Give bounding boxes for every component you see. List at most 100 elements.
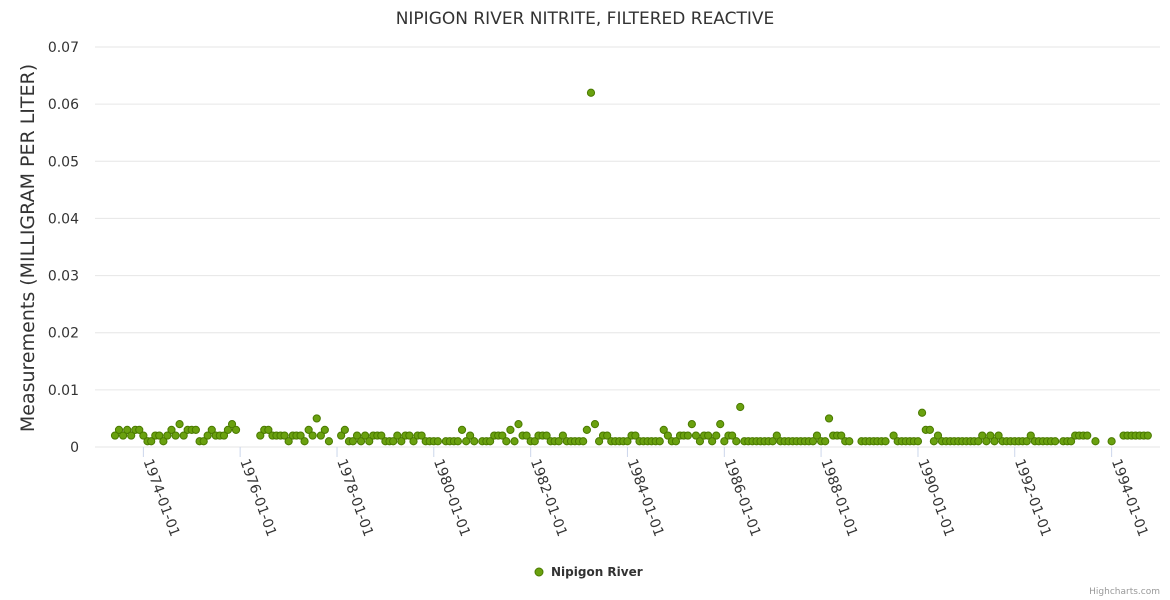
data-point[interactable] <box>716 420 725 429</box>
data-point[interactable] <box>594 437 604 446</box>
data-point[interactable] <box>812 431 822 440</box>
data-point[interactable] <box>393 431 402 440</box>
data-point[interactable] <box>147 437 156 446</box>
data-points[interactable] <box>110 88 1152 446</box>
data-point[interactable] <box>361 431 370 440</box>
data-point[interactable] <box>320 425 329 434</box>
data-point[interactable] <box>990 437 999 446</box>
data-point[interactable] <box>732 437 741 446</box>
data-point[interactable] <box>284 437 293 446</box>
data-point[interactable] <box>199 437 208 446</box>
data-point[interactable] <box>691 431 701 440</box>
data-point[interactable] <box>356 437 366 446</box>
data-point[interactable] <box>337 431 346 440</box>
data-point[interactable] <box>704 431 713 440</box>
data-point[interactable] <box>554 437 563 446</box>
data-point[interactable] <box>929 437 938 446</box>
data-point[interactable] <box>1066 437 1076 446</box>
data-point[interactable] <box>498 431 507 440</box>
data-point[interactable] <box>179 431 188 440</box>
data-point[interactable] <box>994 431 1003 440</box>
data-point[interactable] <box>433 437 442 446</box>
data-point[interactable] <box>409 437 418 446</box>
data-point[interactable] <box>405 431 414 440</box>
data-point[interactable] <box>889 431 898 440</box>
data-point[interactable] <box>683 431 692 440</box>
data-point[interactable] <box>506 425 515 434</box>
data-point[interactable] <box>470 437 479 446</box>
data-point[interactable] <box>139 431 148 440</box>
data-point[interactable] <box>986 431 995 440</box>
data-point[interactable] <box>623 437 632 446</box>
data-point[interactable] <box>1091 437 1100 446</box>
data-point[interactable] <box>110 431 120 440</box>
data-point[interactable] <box>522 431 531 440</box>
data-point[interactable] <box>453 437 463 446</box>
data-point[interactable] <box>736 402 745 412</box>
data-point[interactable] <box>324 437 334 446</box>
data-point[interactable] <box>223 425 233 434</box>
data-point[interactable] <box>312 414 321 423</box>
data-point[interactable] <box>881 437 890 446</box>
data-point[interactable] <box>821 437 830 446</box>
data-point[interactable] <box>300 437 309 446</box>
data-point[interactable] <box>603 431 612 440</box>
data-point[interactable] <box>687 420 696 429</box>
data-point[interactable] <box>203 431 212 440</box>
data-point[interactable] <box>558 431 567 440</box>
data-point[interactable] <box>340 425 349 434</box>
data-point[interactable] <box>167 425 176 434</box>
data-point[interactable] <box>397 437 406 446</box>
data-point[interactable] <box>663 431 672 440</box>
data-point[interactable] <box>708 437 717 446</box>
data-point[interactable] <box>659 425 668 434</box>
data-point[interactable] <box>1143 431 1152 440</box>
data-point[interactable] <box>712 431 721 440</box>
data-point[interactable] <box>925 425 935 434</box>
data-point[interactable] <box>590 420 600 429</box>
data-point[interactable] <box>1083 431 1092 440</box>
data-point[interactable] <box>155 431 164 440</box>
data-point[interactable] <box>486 437 495 446</box>
data-point[interactable] <box>772 431 781 440</box>
data-point[interactable] <box>280 431 289 440</box>
data-point[interactable] <box>982 437 991 446</box>
data-point[interactable] <box>389 437 398 446</box>
data-point[interactable] <box>837 431 846 440</box>
legend-item[interactable]: Nipigon River <box>534 565 643 579</box>
data-point[interactable] <box>159 437 168 446</box>
data-point[interactable] <box>365 437 374 446</box>
data-point[interactable] <box>728 431 737 440</box>
data-point[interactable] <box>417 431 426 440</box>
data-point[interactable] <box>191 425 200 434</box>
data-point[interactable] <box>655 437 664 446</box>
data-point[interactable] <box>502 437 511 446</box>
data-point[interactable] <box>913 437 923 446</box>
data-point[interactable] <box>978 431 987 440</box>
data-point[interactable] <box>1051 437 1060 446</box>
data-point[interactable] <box>227 420 237 429</box>
data-point[interactable] <box>462 437 471 446</box>
data-point[interactable] <box>171 431 180 440</box>
data-point[interactable] <box>127 431 136 440</box>
data-point[interactable] <box>207 425 216 434</box>
data-point[interactable] <box>917 408 927 417</box>
data-point[interactable] <box>316 431 325 440</box>
credits-link[interactable]: Highcharts.com <box>1089 587 1160 597</box>
data-point[interactable] <box>514 420 523 429</box>
data-point[interactable] <box>933 431 943 440</box>
data-point[interactable] <box>348 437 358 446</box>
data-point[interactable] <box>1026 431 1035 440</box>
data-point[interactable] <box>671 437 681 446</box>
data-point[interactable] <box>631 431 640 440</box>
data-point[interactable] <box>466 431 475 440</box>
data-point[interactable] <box>586 88 596 97</box>
data-point[interactable] <box>352 431 362 440</box>
data-point[interactable] <box>264 425 273 434</box>
data-point[interactable] <box>118 431 128 440</box>
data-point[interactable] <box>542 431 551 440</box>
data-point[interactable] <box>1022 437 1031 446</box>
data-point[interactable] <box>135 425 144 434</box>
data-point[interactable] <box>510 437 519 446</box>
data-point[interactable] <box>304 425 313 434</box>
